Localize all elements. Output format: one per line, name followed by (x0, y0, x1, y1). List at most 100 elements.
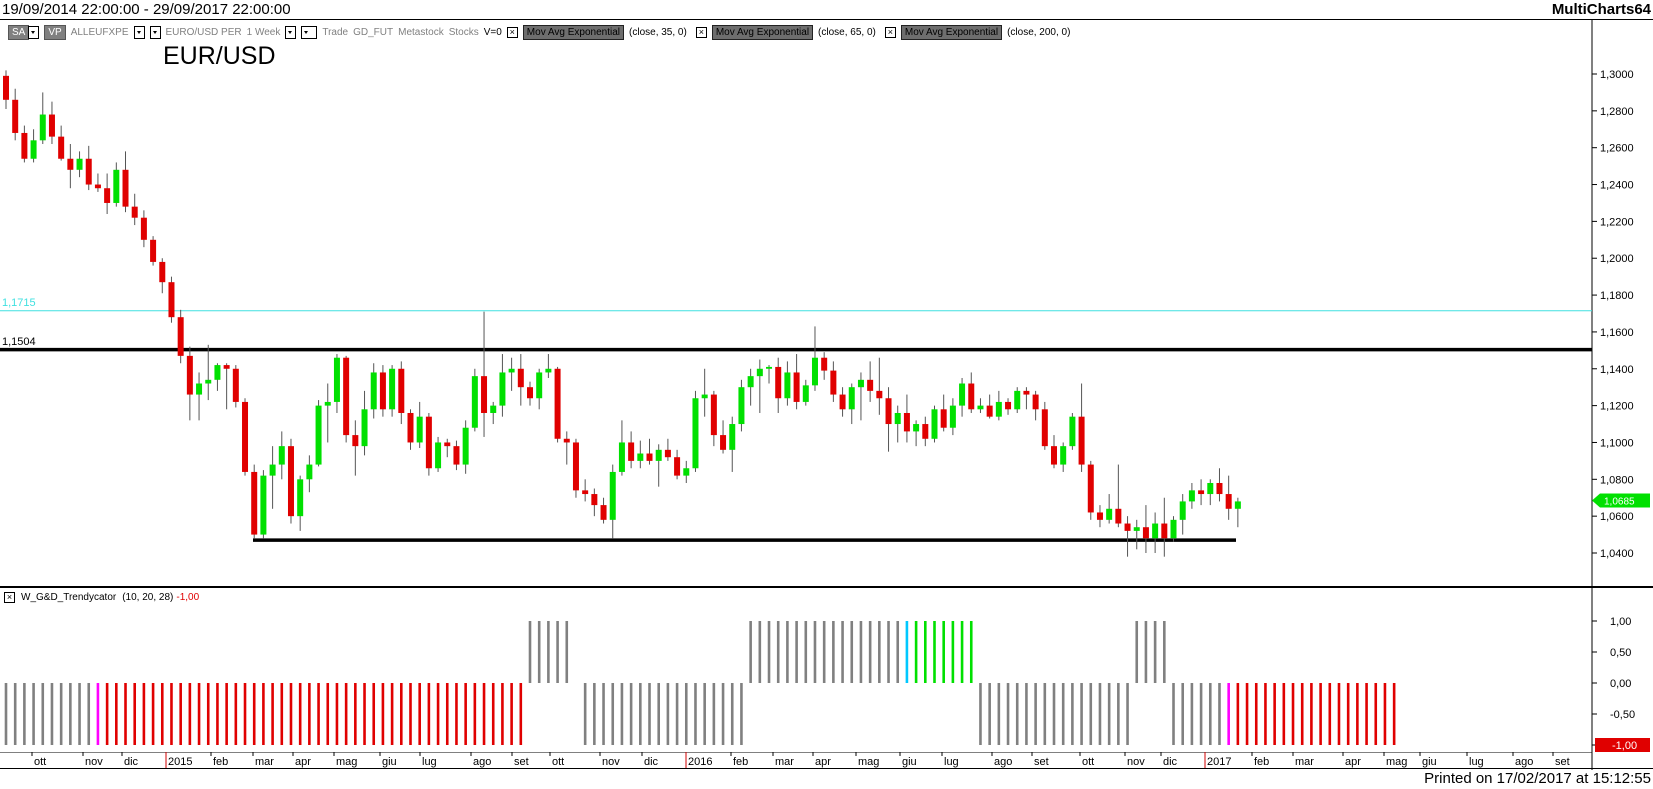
candle-body (205, 379, 212, 384)
trend-bar (1172, 683, 1175, 745)
x-tick-label: giu (1422, 756, 1437, 768)
candle (223, 363, 230, 410)
trend-bar (896, 621, 900, 683)
trend-bar (758, 621, 762, 683)
trend-bar (1300, 683, 1304, 745)
vp-button[interactable]: VP (44, 24, 66, 40)
candle-body (1087, 464, 1094, 513)
close-icon[interactable]: × (695, 26, 707, 38)
x-tick-label: nov (1127, 756, 1145, 768)
candle (3, 70, 9, 110)
trend-bar (59, 683, 63, 745)
time-axis[interactable]: ott nov dic 2015 feb mar apr mag giu lug ago set ott… (0, 752, 1653, 770)
candle (39, 92, 46, 145)
chart-title: EUR/USD (163, 42, 276, 70)
trend-bar (436, 683, 440, 745)
sa-dropdown-icon[interactable] (28, 25, 40, 39)
y-tick-label: 0,50 (1610, 647, 1631, 659)
r-dropdown-icon[interactable] (301, 25, 318, 39)
indicator-pane[interactable]: 1,00 0,50 0,00 -0,50 -1,00 (0, 588, 1650, 752)
close-icon[interactable]: × (4, 592, 15, 603)
study-3-name[interactable]: Mov Avg Exponential (900, 24, 1003, 40)
y-tick-label: 1,2800 (1600, 106, 1634, 118)
symbol-dropdown-icon[interactable] (133, 25, 145, 39)
trend-bar (1089, 683, 1093, 745)
x-tick-label: ott (552, 756, 564, 768)
candle (94, 173, 101, 192)
trend-bar (96, 683, 100, 745)
candle (21, 125, 28, 163)
study-2-name[interactable]: Mov Avg Exponential (711, 24, 814, 40)
trend-bar (142, 683, 146, 745)
last-price-marker (1592, 493, 1650, 508)
y-tick-label: 1,1600 (1600, 327, 1634, 339)
trend-bar (1025, 683, 1028, 745)
candle (12, 88, 19, 141)
trend-bar (905, 621, 909, 683)
candle (821, 352, 828, 380)
title-bar: 19/09/2014 22:00:00 - 29/09/2017 22:00:0… (0, 0, 1653, 20)
trend-bar (308, 683, 311, 745)
candle (1161, 497, 1168, 557)
candle (168, 276, 175, 323)
candle (729, 416, 736, 472)
candle-body (1234, 501, 1241, 509)
trend-bar (556, 621, 559, 683)
trend-bar (694, 683, 697, 745)
candle (628, 431, 635, 469)
interval-dropdown-icon[interactable] (285, 25, 297, 39)
candle-body (306, 464, 313, 480)
candle-body (1161, 523, 1168, 539)
candle-body (940, 409, 947, 428)
candle (839, 387, 846, 417)
candle-body (1106, 508, 1113, 520)
candle-body (729, 424, 736, 450)
candle-body (683, 468, 690, 476)
candle-body (168, 282, 175, 318)
study-1-name[interactable]: Mov Avg Exponential (522, 24, 625, 40)
candle-body (885, 398, 892, 425)
candle (1188, 482, 1195, 509)
candle (775, 357, 782, 413)
candle (58, 125, 65, 161)
price-chart[interactable]: 1,3000 1,2800 1,2600 1,2400 1,2200 1,2000 1,18… (0, 20, 1653, 586)
trend-bar (280, 683, 284, 745)
trend-bar (648, 683, 651, 745)
candle (1207, 479, 1214, 506)
close-icon[interactable]: × (506, 26, 518, 38)
candle-body (287, 446, 294, 517)
trend-bar (473, 683, 477, 745)
candle (609, 464, 616, 539)
x-tick-label: giu (902, 756, 917, 768)
app-name: MultiCharts64 (1551, 1, 1651, 18)
trend-bar (1135, 621, 1139, 683)
trend-bar (1061, 683, 1065, 745)
candle-body (48, 114, 55, 137)
trend-bar (537, 621, 541, 683)
candle-body (1207, 482, 1214, 495)
trend-bar (1043, 683, 1047, 745)
i-dropdown-icon[interactable] (149, 25, 161, 39)
candle-body (435, 442, 442, 469)
candle-body (563, 438, 570, 443)
trend-bar (657, 683, 661, 745)
price-pane[interactable]: 1,3000 1,2800 1,2600 1,2400 1,2200 1,2000 1,18… (0, 20, 1650, 586)
candle-body (490, 405, 497, 413)
candle-body (775, 366, 782, 399)
candle-body (1152, 523, 1159, 539)
sa-button[interactable]: SA (8, 24, 30, 40)
x-tick-label: ago (994, 756, 1012, 768)
indicator-name[interactable]: W_G&D_Trendycator (21, 592, 117, 603)
trend-bar (969, 621, 973, 683)
trend-bar (822, 621, 826, 683)
candle-body (1142, 527, 1149, 539)
indicator-chart[interactable]: 1,00 0,50 0,00 -0,50 -1,00 (0, 588, 1653, 752)
y-tick-label: 1,1400 (1600, 364, 1634, 376)
candle (122, 151, 129, 213)
candle (1078, 383, 1085, 472)
pane-divider[interactable] (0, 586, 1653, 588)
close-icon[interactable]: × (884, 26, 896, 38)
candle-body (269, 464, 276, 476)
candle (876, 357, 883, 415)
x-tick-label: mag (336, 756, 357, 768)
